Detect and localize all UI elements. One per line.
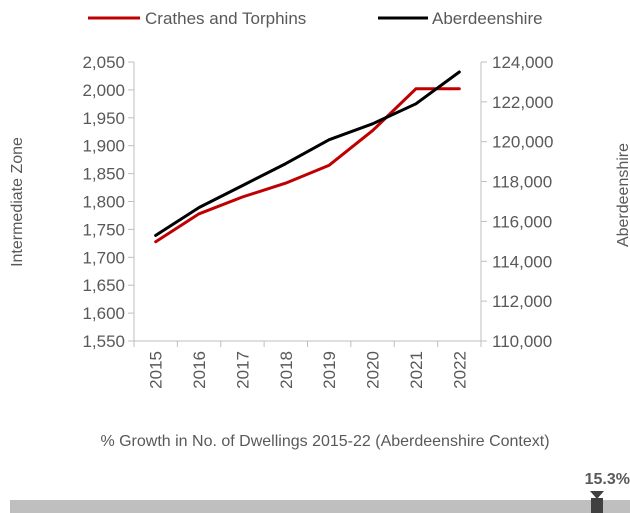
left-tick-label: 1,750 [82, 220, 125, 239]
y-axis-title: Intermediate Zone [9, 137, 26, 267]
x-tick-labels: 2015 2016 2017 2018 2019 2020 2021 2022 [147, 351, 470, 389]
right-tick-label: 122,000 [492, 93, 553, 112]
x-tick-label: 2022 [450, 351, 469, 389]
series-lines [154, 70, 461, 244]
right-tick-label: 118,000 [492, 173, 552, 192]
growth-marker-label: 15.3% [585, 471, 630, 488]
left-tick-label: 2,050 [82, 53, 125, 72]
growth-caption: % Growth in No. of Dwellings 2015-22 (Ab… [100, 433, 549, 450]
left-tick-label: 1,800 [82, 193, 125, 212]
x-tick-label: 2021 [407, 351, 426, 389]
left-tick-label: 1,600 [82, 304, 125, 323]
x-tick-label: 2019 [320, 351, 339, 389]
left-tick-label: 1,850 [82, 165, 125, 184]
right-tick-label: 114,000 [492, 252, 552, 271]
legend-label-crathes: Crathes and Torphins [145, 9, 306, 28]
left-tick-label: 1,900 [82, 137, 125, 156]
legend: Crathes and Torphins Aberdeenshire [88, 9, 543, 28]
x-tick-label: 2018 [277, 351, 296, 389]
y2-axis-title: Aberdeenshire [615, 143, 630, 247]
x-tick-label: 2020 [364, 351, 383, 389]
x-tick-label: 2017 [233, 351, 252, 389]
left-tick-labels: 1,550 1,600 1,650 1,700 1,750 1,800 1,850 1,900… [82, 53, 125, 351]
legend-label-aberdeenshire: Aberdeenshire [432, 9, 543, 28]
left-tick-label: 1,700 [82, 248, 125, 267]
right-tick-label: 120,000 [492, 133, 553, 152]
right-tick-label: 112,000 [492, 292, 552, 311]
right-tick-label: 124,000 [492, 53, 553, 72]
right-tick-label: 110,000 [492, 332, 552, 351]
growth-bar [10, 500, 630, 513]
series-line-aberdeenshire [154, 70, 461, 237]
x-tick-label: 2015 [147, 351, 166, 389]
x-tick-label: 2016 [190, 351, 209, 389]
left-tick-label: 2,000 [82, 81, 125, 100]
growth-marker-bar [591, 498, 603, 513]
growth-marker [590, 491, 604, 513]
left-tick-label: 1,950 [82, 109, 125, 128]
right-tick-label: 116,000 [492, 212, 552, 231]
left-tick-label: 1,550 [82, 332, 125, 351]
series-line-crathes [154, 87, 461, 244]
axes [128, 61, 487, 347]
growth-marker-arrow [590, 491, 604, 499]
right-tick-labels: 110,000 112,000 114,000 116,000 118,000 120,0… [492, 53, 553, 351]
left-tick-label: 1,650 [82, 276, 125, 295]
